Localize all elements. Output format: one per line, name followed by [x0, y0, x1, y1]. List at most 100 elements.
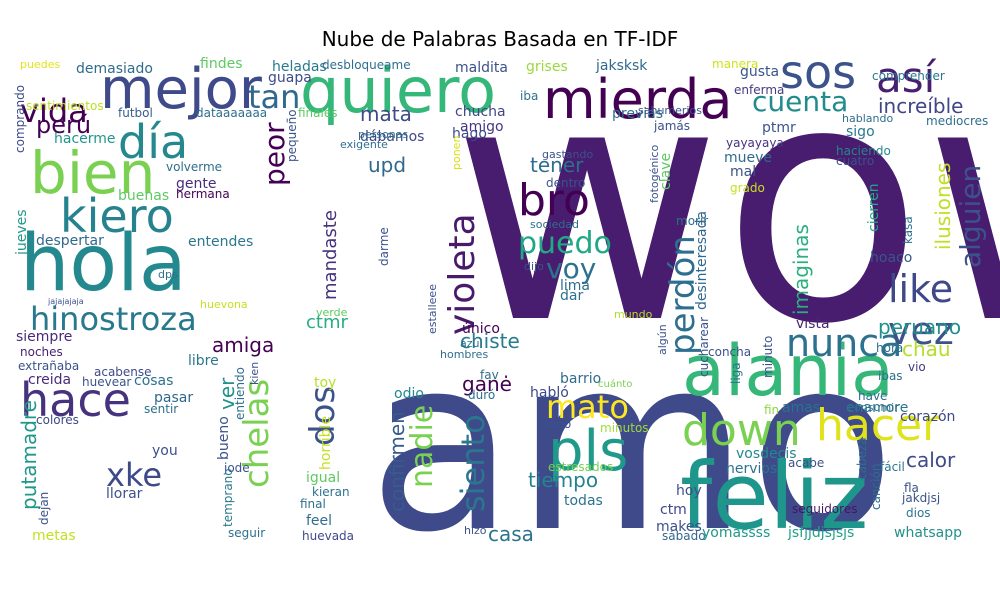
word-15: tan: [248, 78, 300, 116]
word-6: quiero: [300, 54, 496, 127]
word-137: feel: [306, 513, 332, 529]
word-138: huevada: [302, 529, 354, 543]
word-113: dios: [906, 506, 931, 520]
word-19: puedo: [518, 226, 612, 261]
word-126: habló: [530, 385, 569, 401]
word-87: ptmr: [762, 120, 796, 136]
word-56: ver: [215, 377, 239, 410]
word-24: hacer: [816, 400, 941, 451]
word-117: makes: [656, 519, 702, 535]
word-156: libre: [188, 353, 219, 369]
word-141: dejan: [37, 492, 51, 525]
word-94: grado: [730, 181, 765, 195]
word-67: amigo: [460, 119, 504, 135]
word-143: you: [152, 443, 178, 459]
word-157: entiendo: [233, 367, 247, 420]
word-134: igual: [306, 470, 340, 486]
word-131: odio: [394, 386, 424, 402]
word-3: alania: [682, 330, 894, 412]
word-92: mueve: [724, 150, 772, 166]
word-88: mediocres: [926, 114, 988, 128]
word-35: mato: [546, 388, 629, 426]
word-181: mundo: [614, 308, 653, 321]
word-78: hacerme: [54, 131, 116, 147]
word-70: previas: [612, 106, 663, 122]
word-41: tener: [530, 153, 584, 177]
word-159: único: [462, 321, 500, 337]
word-79: fútbol: [118, 106, 153, 120]
word-47: calor: [906, 448, 956, 472]
chart-title: Nube de Palabras Basada en TF-IDF: [321, 27, 679, 51]
word-90: cuatro: [836, 154, 874, 168]
word-185: ponen: [450, 136, 463, 170]
word-91: yayayaya: [726, 136, 784, 150]
word-193: jamás: [653, 119, 690, 133]
word-183: dps: [158, 268, 178, 281]
word-71: gente: [176, 176, 216, 192]
word-59: siempre: [16, 329, 72, 345]
word-166: dijo: [524, 260, 544, 273]
word-189: iba: [520, 89, 538, 103]
word-135: kieran: [312, 485, 350, 499]
word-152: colores: [36, 413, 79, 427]
word-44: ilusiones: [931, 163, 955, 250]
word-149: cosas: [134, 373, 173, 389]
word-52: putamadre: [17, 400, 41, 510]
word-105: amas: [782, 400, 820, 416]
word-196: have: [858, 389, 887, 403]
word-153: creida: [28, 372, 71, 388]
word-110: fácil: [880, 460, 905, 474]
word-122: todas: [564, 493, 603, 509]
word-167: darme: [377, 227, 391, 266]
word-10: hace: [20, 373, 131, 427]
word-170: gastando: [542, 148, 593, 161]
word-158: kien: [248, 362, 261, 385]
word-140: metas: [32, 528, 76, 544]
word-154: extrañaba: [18, 359, 79, 373]
word-46: chau: [902, 337, 951, 361]
word-174: desinteresada: [694, 211, 710, 310]
word-171: clave: [658, 153, 674, 190]
word-17: perú: [36, 111, 91, 139]
word-155: noches: [20, 345, 63, 359]
word-29: alguien: [954, 165, 987, 268]
word-116: ctm: [660, 502, 687, 518]
word-147: pasar: [154, 390, 193, 406]
word-60: demasiado: [76, 61, 153, 77]
word-50: casa: [488, 522, 534, 546]
word-107: nervios: [726, 461, 777, 477]
word-77: sentimientos: [26, 99, 104, 113]
word-119: yomassss: [702, 525, 770, 541]
word-0: wow: [452, 12, 1000, 396]
word-179: concha: [708, 345, 751, 359]
word-25: nunca: [786, 321, 902, 365]
word-32: xke: [106, 456, 162, 494]
word-9: kiero: [60, 189, 174, 243]
word-114: seguidores: [792, 502, 857, 516]
word-62: maldita: [455, 60, 508, 76]
word-69: dábamos: [360, 129, 424, 145]
word-83: enferma: [734, 83, 784, 97]
word-12: hinostroza: [30, 300, 197, 338]
word-73: hermana: [176, 187, 230, 201]
word-100: vio: [908, 360, 926, 374]
word-43: amiga: [212, 333, 274, 357]
word-42: chiste: [460, 329, 520, 353]
word-182: huevona: [200, 298, 248, 311]
word-190: pequeño: [285, 109, 299, 162]
word-151: acabense: [94, 365, 152, 379]
word-188: desbloqueame: [322, 58, 411, 72]
word-130: duró: [468, 388, 495, 402]
word-163: verde: [316, 306, 348, 319]
word-95: cierren: [866, 183, 882, 232]
word-168: sociedad: [530, 218, 579, 231]
word-123: estresados: [548, 460, 613, 474]
word-162: estalleee: [426, 284, 439, 334]
word-27: vez: [888, 309, 954, 353]
word-103: corazón: [900, 409, 955, 425]
word-26: like: [888, 267, 953, 311]
word-109: acabe: [788, 456, 824, 470]
word-144: jode: [223, 461, 250, 475]
word-191: finales: [298, 106, 338, 120]
word-128: cuánto: [598, 378, 632, 390]
